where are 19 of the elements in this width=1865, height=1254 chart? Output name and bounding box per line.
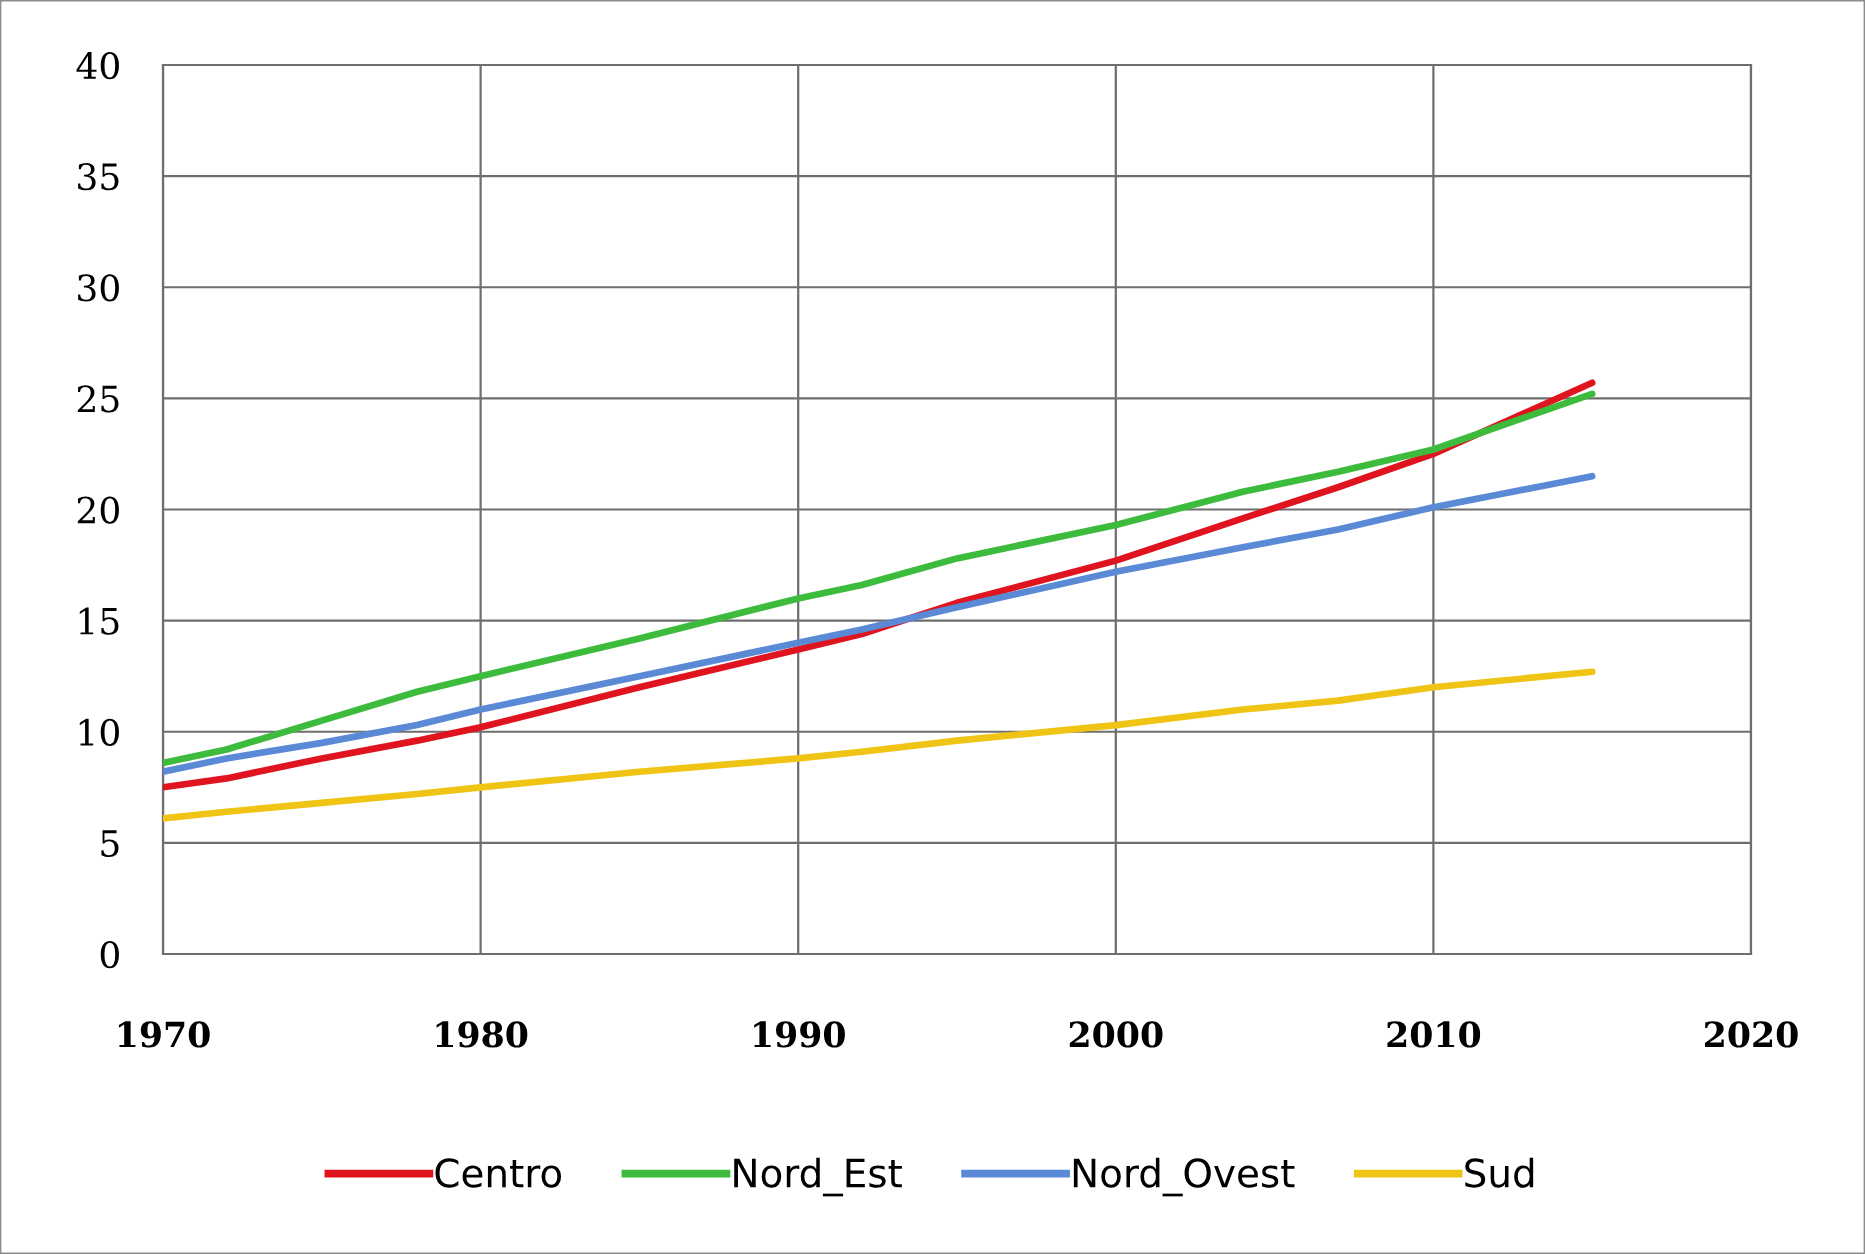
y-tick-label: 35 xyxy=(78,163,119,191)
legend-label: Nord_Est xyxy=(734,1157,902,1197)
y-tick-label: 5 xyxy=(101,830,119,858)
legend-label: Nord_Ovest xyxy=(1073,1157,1295,1197)
y-tick-label: 0 xyxy=(100,940,119,969)
y-tick-label: 40 xyxy=(76,51,119,80)
y-tick-label: 15 xyxy=(79,607,119,635)
x-tick-label: 1970 xyxy=(118,1021,210,1048)
y-tick-label: 30 xyxy=(78,274,119,302)
y-tick-label: 10 xyxy=(79,718,119,746)
legend-label: Centro xyxy=(435,1158,562,1188)
x-tick-label: 2000 xyxy=(1069,1021,1163,1048)
x-tick-label: 1980 xyxy=(436,1021,528,1048)
x-tick-label: 1990 xyxy=(754,1021,845,1048)
y-tick-label: 25 xyxy=(77,385,119,413)
x-tick-label: 2010 xyxy=(1387,1021,1481,1048)
y-tick-label: 20 xyxy=(77,496,119,524)
legend-label: Sud xyxy=(1465,1157,1534,1188)
x-tick-label: 2020 xyxy=(1705,1021,1798,1048)
